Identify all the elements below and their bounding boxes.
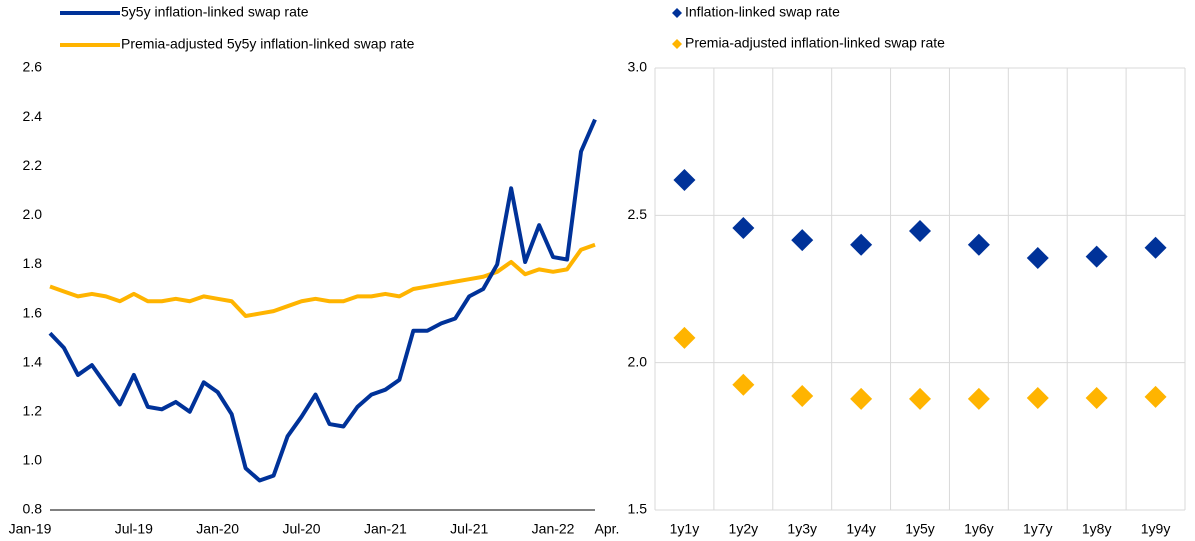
x-tick-label: Jan-19: [9, 521, 52, 537]
legend-label: Inflation-linked swap rate: [685, 4, 840, 20]
marker: [1026, 387, 1049, 410]
y-tick-label: 2.0: [23, 206, 43, 222]
marker: [732, 373, 755, 396]
x-tick-label: Jul-20: [282, 521, 320, 537]
marker: [967, 387, 990, 410]
y-tick-label: 1.0: [23, 452, 43, 468]
line: [48, 118, 597, 483]
y-tick-label: 3.0: [628, 59, 648, 75]
marker: [1085, 387, 1108, 410]
x-tick-label: 1y4y: [846, 521, 876, 537]
marker: [1085, 245, 1108, 268]
y-tick-label: 2.2: [23, 157, 43, 173]
legend-swatch: [672, 39, 682, 49]
x-tick-label: 1y2y: [729, 521, 759, 537]
y-tick-label: 0.8: [23, 501, 43, 517]
marker: [791, 229, 814, 252]
x-tick-label: Jan-20: [196, 521, 239, 537]
y-tick-label: 2.5: [628, 206, 648, 222]
marker: [732, 217, 755, 240]
x-tick-label: 1y5y: [905, 521, 935, 537]
x-tick-label: Apr.: [595, 521, 620, 537]
y-tick-label: 1.6: [23, 304, 43, 320]
marker: [673, 326, 696, 349]
y-tick-label: 1.2: [23, 402, 43, 418]
x-tick-label: Jan-22: [532, 521, 575, 537]
legend-label: Premia-adjusted inflation-linked swap ra…: [685, 35, 945, 51]
line: [49, 242, 596, 319]
x-tick-label: 1y1y: [670, 521, 700, 537]
legend-label: 5y5y inflation-linked swap rate: [121, 4, 309, 20]
marker: [850, 233, 873, 256]
x-tick-label: 1y7y: [1023, 521, 1053, 537]
x-tick-label: Jul-21: [450, 521, 488, 537]
x-tick-label: 1y9y: [1141, 521, 1171, 537]
marker: [1026, 247, 1049, 270]
marker: [1144, 236, 1167, 259]
x-tick-label: 1y3y: [787, 521, 817, 537]
marker: [909, 219, 931, 242]
x-tick-label: 1y8y: [1082, 521, 1112, 537]
marker: [850, 387, 873, 410]
legend-swatch: [672, 8, 682, 18]
y-tick-label: 1.8: [23, 255, 43, 271]
y-tick-label: 2.6: [23, 59, 43, 75]
x-tick-label: Jan-21: [364, 521, 407, 537]
y-tick-label: 1.4: [23, 353, 43, 369]
y-tick-label: 2.4: [23, 108, 43, 124]
marker: [967, 233, 990, 256]
x-tick-label: Jul-19: [115, 521, 153, 537]
marker: [909, 387, 931, 410]
marker: [791, 384, 814, 407]
marker: [673, 168, 696, 191]
x-tick-label: 1y6y: [964, 521, 994, 537]
y-tick-label: 2.0: [628, 353, 648, 369]
legend-label: Premia-adjusted 5y5y inflation-linked sw…: [121, 36, 415, 52]
marker: [1144, 385, 1167, 408]
y-tick-label: 1.5: [628, 501, 648, 517]
